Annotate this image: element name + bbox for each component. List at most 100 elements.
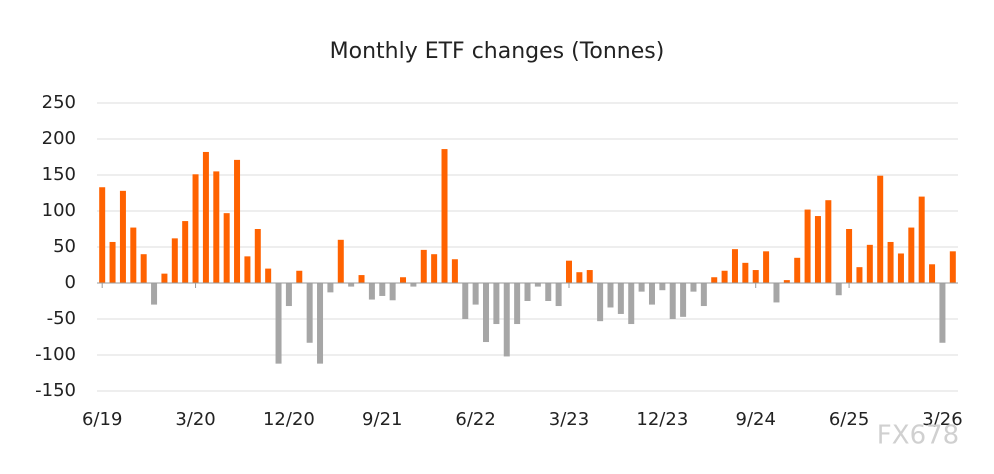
bar	[483, 283, 490, 343]
bar	[524, 283, 531, 301]
bar	[804, 209, 811, 283]
bar	[431, 254, 438, 283]
bar	[130, 227, 137, 283]
bar	[835, 283, 842, 296]
bar	[825, 200, 832, 283]
bar	[400, 277, 407, 283]
bar	[628, 283, 635, 325]
y-tick-label: -150	[35, 380, 76, 401]
x-tick-label: 3/26	[922, 409, 962, 430]
bar	[296, 270, 303, 283]
bar	[908, 227, 915, 283]
bar	[680, 283, 687, 317]
bar	[648, 283, 655, 305]
bar	[254, 229, 261, 283]
bar	[493, 283, 500, 325]
bar	[451, 259, 458, 283]
bar	[171, 238, 178, 283]
bar	[213, 171, 220, 283]
y-tick-label: 50	[53, 236, 76, 257]
bar	[192, 174, 199, 283]
bar	[348, 283, 355, 287]
y-tick-label: 200	[42, 128, 76, 149]
bar	[669, 283, 676, 319]
bar	[773, 283, 780, 303]
bar	[918, 196, 925, 283]
bar	[109, 241, 116, 283]
bar	[306, 283, 313, 343]
bar	[244, 256, 251, 283]
y-tick-label: 250	[42, 92, 76, 113]
bar	[285, 283, 292, 307]
y-tick-label: -100	[35, 344, 76, 365]
bar	[265, 268, 272, 283]
bar	[597, 283, 604, 322]
bar	[752, 270, 759, 283]
x-tick-label: 6/25	[829, 409, 869, 430]
bar	[794, 257, 801, 283]
y-tick-label: 0	[65, 272, 76, 293]
bar	[161, 273, 168, 283]
bar	[939, 283, 946, 343]
bar	[379, 283, 386, 296]
bar	[420, 249, 427, 283]
bar	[700, 283, 707, 307]
y-tick-label: 150	[42, 164, 76, 185]
bar	[814, 216, 821, 283]
bar	[856, 267, 863, 283]
bar	[119, 190, 126, 283]
bar	[234, 159, 241, 283]
bar	[586, 270, 593, 283]
bar	[846, 229, 853, 283]
bar	[368, 283, 375, 300]
bar	[389, 283, 396, 301]
bar	[887, 241, 894, 283]
y-tick-label: -50	[47, 308, 76, 329]
bar	[731, 249, 738, 283]
bar	[877, 175, 884, 283]
x-tick-label: 12/20	[263, 409, 315, 430]
bar	[545, 283, 552, 301]
bar	[897, 253, 904, 283]
bar	[742, 262, 749, 283]
bar	[317, 283, 324, 364]
bar	[327, 283, 334, 293]
bar	[555, 283, 562, 307]
bar	[472, 283, 479, 305]
bar	[99, 187, 106, 283]
bar	[223, 213, 230, 283]
bar	[783, 280, 790, 283]
x-tick-label: 6/22	[455, 409, 495, 430]
y-tick-label: 100	[42, 200, 76, 221]
bar	[690, 283, 697, 292]
bar	[514, 283, 521, 325]
bar	[638, 283, 645, 292]
bar	[140, 254, 147, 283]
bar	[358, 275, 365, 283]
bar	[534, 283, 541, 287]
x-tick-label: 3/20	[175, 409, 215, 430]
chart-title: Monthly ETF changes (Tonnes)	[330, 39, 665, 64]
bar	[866, 244, 873, 283]
bar	[565, 260, 572, 283]
bar	[576, 272, 583, 283]
bar	[503, 283, 510, 357]
bar	[617, 283, 624, 314]
bar	[182, 221, 189, 283]
bar	[202, 151, 209, 283]
x-tick-label: 12/23	[636, 409, 688, 430]
bar	[929, 264, 936, 283]
bar	[763, 251, 770, 283]
watermark: FX678	[877, 421, 959, 451]
bar	[337, 239, 344, 283]
bar	[462, 283, 469, 319]
bar	[410, 283, 417, 287]
x-tick-label: 3/23	[549, 409, 589, 430]
x-tick-label: 9/24	[736, 409, 776, 430]
bar	[441, 149, 448, 283]
bar	[607, 283, 614, 308]
bar	[711, 277, 718, 283]
bar	[659, 283, 666, 291]
bar	[275, 283, 282, 364]
